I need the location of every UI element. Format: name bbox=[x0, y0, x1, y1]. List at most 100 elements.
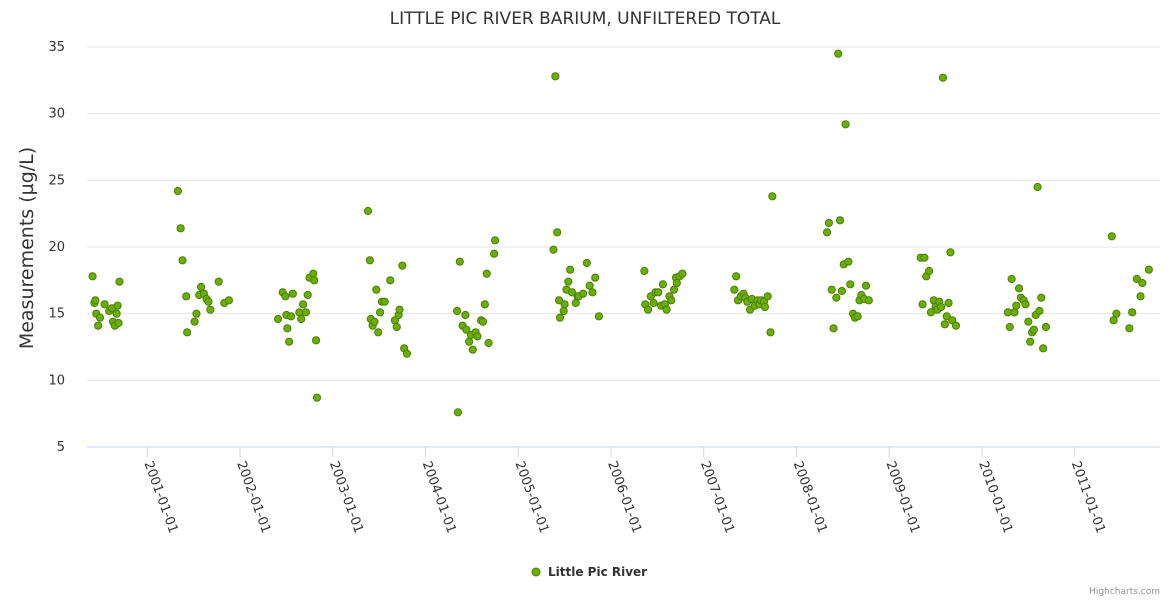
data-point[interactable] bbox=[374, 328, 383, 337]
data-point[interactable] bbox=[1128, 308, 1137, 317]
data-point[interactable] bbox=[297, 314, 306, 324]
data-point[interactable] bbox=[1136, 292, 1145, 301]
data-point[interactable] bbox=[1026, 337, 1035, 346]
data-point[interactable] bbox=[392, 322, 401, 332]
data-point[interactable] bbox=[730, 285, 739, 294]
data-point[interactable] bbox=[453, 408, 463, 417]
data-point[interactable] bbox=[1107, 232, 1116, 241]
data-point[interactable] bbox=[95, 313, 105, 322]
data-point[interactable] bbox=[1005, 322, 1014, 332]
data-point[interactable] bbox=[484, 338, 493, 348]
data-point[interactable] bbox=[582, 258, 591, 268]
data-point[interactable] bbox=[100, 300, 109, 309]
data-point[interactable] bbox=[732, 272, 741, 281]
data-point[interactable] bbox=[94, 321, 103, 330]
data-point[interactable] bbox=[478, 317, 488, 326]
data-point[interactable] bbox=[861, 281, 871, 290]
data-point[interactable] bbox=[827, 285, 836, 294]
data-point[interactable] bbox=[835, 216, 845, 225]
data-point[interactable] bbox=[303, 290, 312, 300]
data-point[interactable] bbox=[480, 300, 489, 309]
data-point[interactable] bbox=[206, 305, 215, 314]
data-point[interactable] bbox=[176, 224, 185, 233]
data-point[interactable] bbox=[918, 300, 927, 309]
data-point[interactable] bbox=[678, 269, 687, 278]
data-point[interactable] bbox=[554, 296, 564, 305]
data-point[interactable] bbox=[312, 393, 322, 402]
data-point[interactable] bbox=[829, 324, 838, 333]
data-point[interactable] bbox=[560, 300, 569, 309]
data-point[interactable] bbox=[461, 310, 470, 320]
data-point[interactable] bbox=[654, 288, 663, 297]
data-point[interactable] bbox=[283, 324, 292, 333]
data-point[interactable] bbox=[853, 312, 862, 321]
data-point[interactable] bbox=[113, 301, 122, 310]
data-point[interactable] bbox=[224, 296, 233, 305]
data-point[interactable] bbox=[594, 312, 604, 321]
data-point[interactable] bbox=[579, 289, 588, 298]
data-point[interactable] bbox=[768, 192, 777, 201]
data-point[interactable] bbox=[1109, 316, 1118, 325]
data-point[interactable] bbox=[1033, 182, 1042, 192]
data-point[interactable] bbox=[464, 337, 474, 346]
data-point[interactable] bbox=[763, 292, 772, 301]
data-point[interactable] bbox=[196, 282, 206, 292]
data-point[interactable] bbox=[942, 312, 951, 321]
data-point[interactable] bbox=[173, 186, 182, 196]
data-point[interactable] bbox=[822, 228, 832, 237]
data-point[interactable] bbox=[1035, 306, 1044, 316]
data-point[interactable] bbox=[490, 249, 499, 258]
data-point[interactable] bbox=[766, 328, 775, 337]
data-point[interactable] bbox=[310, 276, 319, 285]
data-point[interactable] bbox=[114, 318, 123, 328]
data-point[interactable] bbox=[920, 253, 929, 262]
data-point[interactable] bbox=[588, 288, 597, 297]
data-point[interactable] bbox=[298, 300, 308, 309]
data-point[interactable] bbox=[640, 266, 649, 276]
data-point[interactable] bbox=[462, 325, 471, 334]
data-point[interactable] bbox=[386, 276, 395, 285]
data-point[interactable] bbox=[452, 306, 462, 316]
data-point[interactable] bbox=[192, 309, 201, 318]
data-point[interactable] bbox=[380, 297, 389, 306]
data-point[interactable] bbox=[182, 292, 191, 301]
data-point[interactable] bbox=[273, 314, 283, 324]
data-point[interactable] bbox=[553, 228, 562, 237]
data-point[interactable] bbox=[1021, 300, 1030, 309]
data-point[interactable] bbox=[88, 272, 97, 281]
data-point[interactable] bbox=[1132, 274, 1141, 284]
data-point[interactable] bbox=[372, 285, 381, 294]
data-point[interactable] bbox=[455, 257, 464, 266]
credits-link[interactable]: Highcharts.com bbox=[1089, 587, 1160, 597]
data-point[interactable] bbox=[924, 266, 934, 276]
data-point[interactable] bbox=[370, 317, 379, 326]
data-point[interactable] bbox=[112, 309, 121, 318]
data-point[interactable] bbox=[760, 302, 770, 312]
data-point[interactable] bbox=[1012, 301, 1021, 310]
data-point[interactable] bbox=[564, 277, 573, 286]
data-point[interactable] bbox=[286, 312, 296, 321]
data-point[interactable] bbox=[940, 320, 949, 329]
data-point[interactable] bbox=[846, 280, 855, 289]
data-point[interactable] bbox=[834, 49, 843, 58]
data-point[interactable] bbox=[288, 289, 297, 298]
data-point[interactable] bbox=[214, 277, 223, 286]
data-point[interactable] bbox=[649, 298, 658, 308]
data-point[interactable] bbox=[555, 313, 565, 322]
data-point[interactable] bbox=[365, 256, 374, 265]
data-point[interactable] bbox=[951, 321, 961, 330]
data-point[interactable] bbox=[309, 269, 318, 278]
data-point[interactable] bbox=[1037, 293, 1046, 302]
data-point[interactable] bbox=[398, 261, 407, 270]
legend-item-little-pic-river[interactable]: Little Pic River bbox=[548, 565, 647, 579]
data-point[interactable] bbox=[946, 248, 955, 257]
data-point[interactable] bbox=[1138, 278, 1147, 288]
data-point[interactable] bbox=[549, 245, 558, 254]
data-point[interactable] bbox=[190, 317, 199, 326]
data-point[interactable] bbox=[643, 305, 653, 314]
data-point[interactable] bbox=[473, 332, 482, 341]
data-point[interactable] bbox=[667, 296, 676, 305]
data-point[interactable] bbox=[591, 273, 600, 282]
legend[interactable]: Little Pic River bbox=[531, 565, 647, 579]
data-point[interactable] bbox=[567, 288, 577, 297]
